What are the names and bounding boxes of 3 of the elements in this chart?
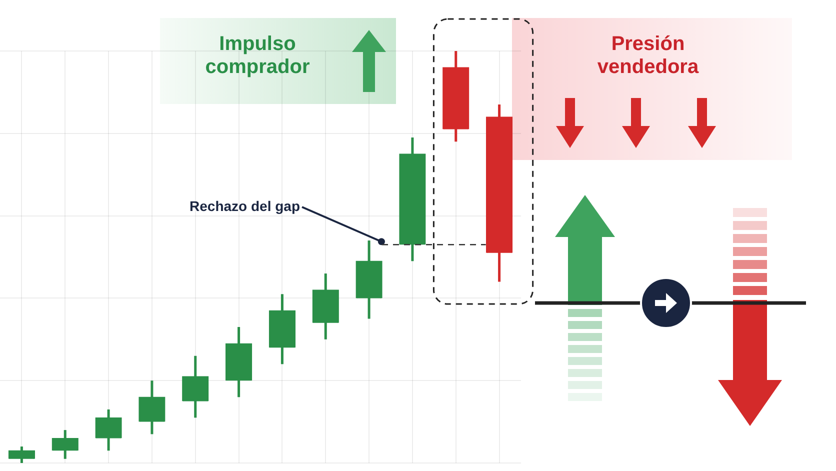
annotation: Rechazo del gap — [188, 198, 300, 214]
annotation: Impulso comprador — [204, 33, 311, 79]
text: Presión vendedora — [596, 33, 700, 79]
